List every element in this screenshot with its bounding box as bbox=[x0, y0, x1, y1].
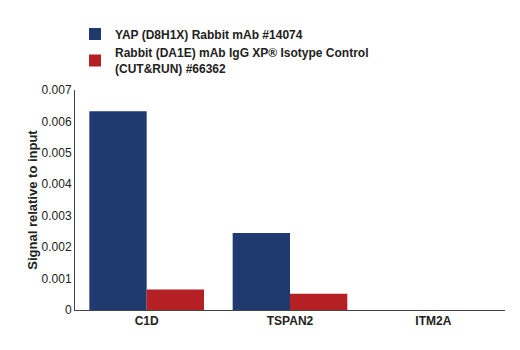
svg-text:0.006: 0.006 bbox=[42, 115, 72, 129]
svg-text:ITM2A: ITM2A bbox=[415, 314, 451, 328]
svg-text:0: 0 bbox=[65, 303, 72, 317]
svg-text:Rabbit (DA1E) mAb IgG XP® Isot: Rabbit (DA1E) mAb IgG XP® Isotype Contro… bbox=[115, 46, 369, 76]
svg-text:0.002: 0.002 bbox=[42, 240, 72, 254]
svg-text:TSPAN2: TSPAN2 bbox=[267, 314, 314, 328]
svg-text:0.003: 0.003 bbox=[42, 209, 72, 223]
svg-text:0.007: 0.007 bbox=[42, 83, 72, 97]
svg-text:YAP (D8H1X) Rabbit mAb #14074: YAP (D8H1X) Rabbit mAb #14074 bbox=[115, 28, 303, 42]
svg-text:0.001: 0.001 bbox=[42, 272, 72, 286]
svg-text:Signal relative to input: Signal relative to input bbox=[25, 130, 40, 270]
svg-text:C1D: C1D bbox=[135, 314, 159, 328]
svg-text:0.005: 0.005 bbox=[42, 146, 72, 160]
svg-text:0.004: 0.004 bbox=[42, 177, 72, 191]
